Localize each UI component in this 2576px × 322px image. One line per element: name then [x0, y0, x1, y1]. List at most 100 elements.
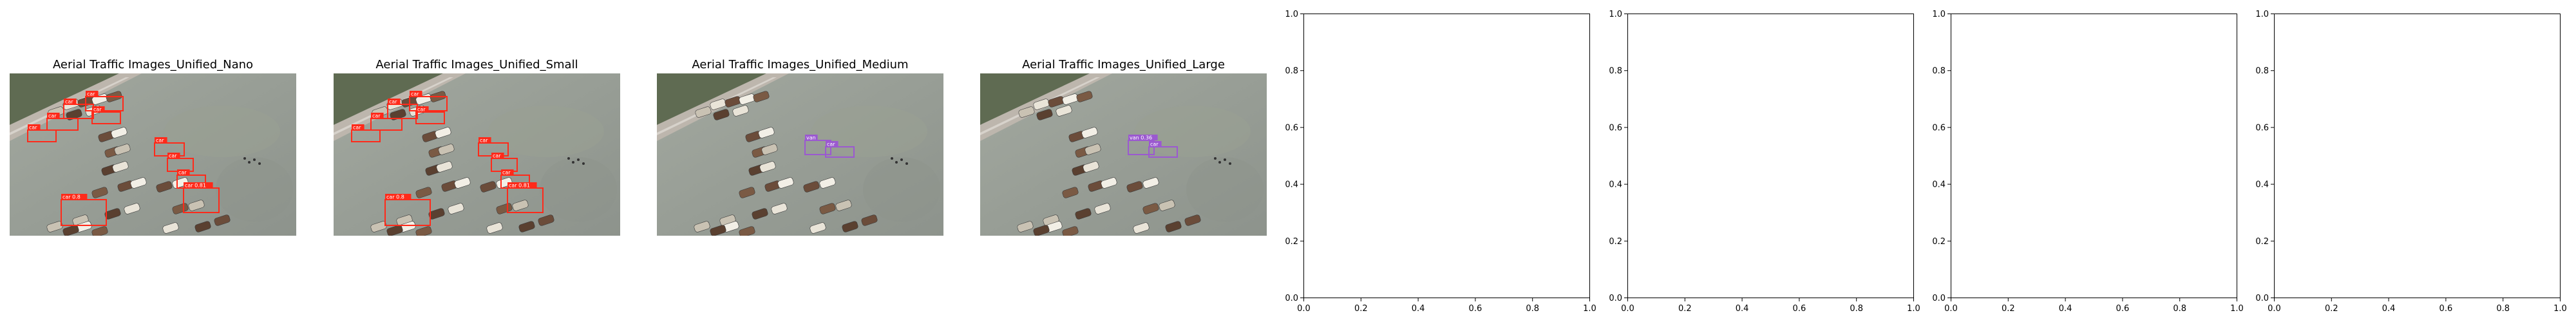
detection-label-bg — [155, 137, 167, 143]
detection-label: car — [169, 153, 177, 159]
detection-label: car — [480, 138, 488, 144]
detection-label-bg — [501, 169, 514, 175]
y-tick-label: 0.8 — [1932, 66, 1946, 76]
x-tick-label: 1.0 — [1583, 304, 1596, 314]
y-tick-label: 0.4 — [1285, 180, 1298, 190]
y-tick-label: 0.0 — [1285, 294, 1298, 303]
detection-label-bg — [388, 99, 401, 104]
detection-label-bg — [385, 194, 412, 200]
x-tick-label: 0.0 — [1621, 304, 1634, 314]
detection-label: car 0.81 — [509, 183, 530, 189]
x-tick-label: 0.8 — [2173, 304, 2186, 314]
panel-title-medium: Aerial Traffic Images_Unified_Medium — [692, 58, 909, 71]
detection-label-bg — [478, 137, 491, 143]
detection-box — [1148, 146, 1178, 158]
image-panel-medium: van car — [657, 73, 943, 236]
detection-label-bg — [177, 169, 190, 175]
x-tick-label: 0.2 — [2002, 304, 2015, 314]
detection-label: car — [156, 138, 164, 144]
detection-label: car — [1150, 142, 1159, 147]
detection-label: van — [806, 135, 816, 141]
detection-label-bg — [416, 106, 429, 112]
panel-title-nano: Aerial Traffic Images_Unified_Nano — [52, 58, 254, 71]
y-tick-label: 0.2 — [1285, 237, 1298, 247]
x-tick-label: 0.8 — [1850, 304, 1863, 314]
y-tick-label: 1.0 — [1932, 10, 1946, 19]
y-tick-label: 0.4 — [1932, 180, 1946, 190]
empty-axes-2: 0.0 0.2 0.4 0.6 0.8 1.0 0.0 0.2 0.4 0.6 0.8 1.0 — [1609, 10, 1920, 314]
detection-label-bg — [507, 182, 537, 188]
y-tick-label: 0.8 — [2255, 66, 2269, 76]
y-tick-label: 0.0 — [2255, 294, 2269, 303]
detection-label-bg — [64, 99, 77, 104]
detection-box — [370, 118, 402, 131]
x-tick-label: 0.6 — [1793, 304, 1806, 314]
detection-label: car — [178, 170, 187, 176]
detection-label-bg — [28, 124, 41, 130]
detection-box — [825, 146, 855, 158]
x-tick-label: 1.0 — [2230, 304, 2244, 314]
image-panel-nano: car car car car car car car car car 0.8 car 0.81 — [10, 73, 296, 236]
x-tick-label: 0.8 — [2496, 304, 2510, 314]
detection-label-bg — [167, 153, 180, 158]
detection-label-bg — [92, 106, 105, 112]
detection-label: car — [411, 91, 419, 97]
x-tick-label: 0.4 — [1736, 304, 1749, 314]
y-tick-label: 0.8 — [1285, 66, 1298, 76]
y-tick-label: 0.6 — [1932, 123, 1946, 133]
y-tick-label: 0.6 — [1285, 123, 1298, 133]
detection-label-bg — [491, 153, 504, 158]
x-tick-label: 0.4 — [2059, 304, 2072, 314]
axes-frame — [1303, 14, 1590, 298]
y-tick-label: 0.2 — [1609, 237, 1622, 247]
x-tick-label: 0.6 — [1469, 304, 1482, 314]
detection-label: car — [502, 170, 511, 176]
detection-box — [46, 118, 79, 131]
detection-label-bg — [61, 194, 88, 200]
detection-box — [27, 129, 57, 142]
y-tick-label: 0.0 — [1609, 294, 1622, 303]
y-tick-label: 1.0 — [1285, 10, 1298, 19]
detection-label: car 0.8 — [62, 194, 80, 200]
x-tick-label: 0.0 — [1944, 304, 1958, 314]
detection-label: car — [353, 125, 361, 131]
x-tick-label: 0.0 — [2268, 304, 2281, 314]
detection-label-bg — [1149, 141, 1162, 147]
detection-label: car — [93, 107, 102, 113]
empty-axes-4: 0.0 0.2 0.4 0.6 0.8 1.0 0.0 0.2 0.4 0.6 0.8 1.0 — [2255, 10, 2567, 314]
detection-label-bg — [86, 91, 99, 97]
y-tick-label: 0.2 — [1932, 237, 1946, 247]
detection-label: car — [389, 99, 397, 105]
panel-title-small: Aerial Traffic Images_Unified_Small — [375, 58, 578, 71]
y-tick-label: 0.0 — [1932, 294, 1946, 303]
detection-box — [415, 111, 445, 124]
detection-label: car — [48, 113, 57, 119]
detection-label: car — [417, 107, 426, 113]
axes-frame — [1627, 14, 1914, 298]
y-tick-label: 0.4 — [2255, 180, 2269, 190]
x-tick-label: 0.6 — [2439, 304, 2453, 314]
detection-label: car — [827, 142, 835, 147]
empty-axes-3: 0.0 0.2 0.4 0.6 0.8 1.0 0.0 0.2 0.4 0.6 0.8 1.0 — [1932, 10, 2244, 314]
detection-label: car 0.81 — [185, 183, 206, 189]
image-panel-small: car car car car car car car car car 0.8 car 0.81 — [334, 73, 620, 236]
x-tick-label: 0.2 — [1678, 304, 1692, 314]
y-tick-label: 0.4 — [1609, 180, 1622, 190]
axes-frame — [1951, 14, 2237, 298]
image-panel-large: van 0.36 car — [980, 73, 1267, 236]
detection-label: car — [372, 113, 381, 119]
y-tick-label: 0.8 — [1609, 66, 1622, 76]
detection-label: car — [493, 153, 501, 159]
detection-label-bg — [184, 182, 213, 188]
panel-title-large: Aerial Traffic Images_Unified_Large — [1022, 58, 1225, 71]
y-tick-label: 0.6 — [1609, 123, 1622, 133]
detection-label-bg — [47, 113, 60, 118]
y-tick-label: 0.2 — [2255, 237, 2269, 247]
detection-label: car — [65, 99, 73, 105]
x-tick-label: 0.6 — [2116, 304, 2130, 314]
detection-label: car — [87, 91, 95, 97]
x-tick-label: 1.0 — [1907, 304, 1920, 314]
x-tick-label: 0.8 — [1526, 304, 1539, 314]
x-tick-label: 1.0 — [2553, 304, 2567, 314]
detection-label: van 0.36 — [1130, 135, 1152, 141]
